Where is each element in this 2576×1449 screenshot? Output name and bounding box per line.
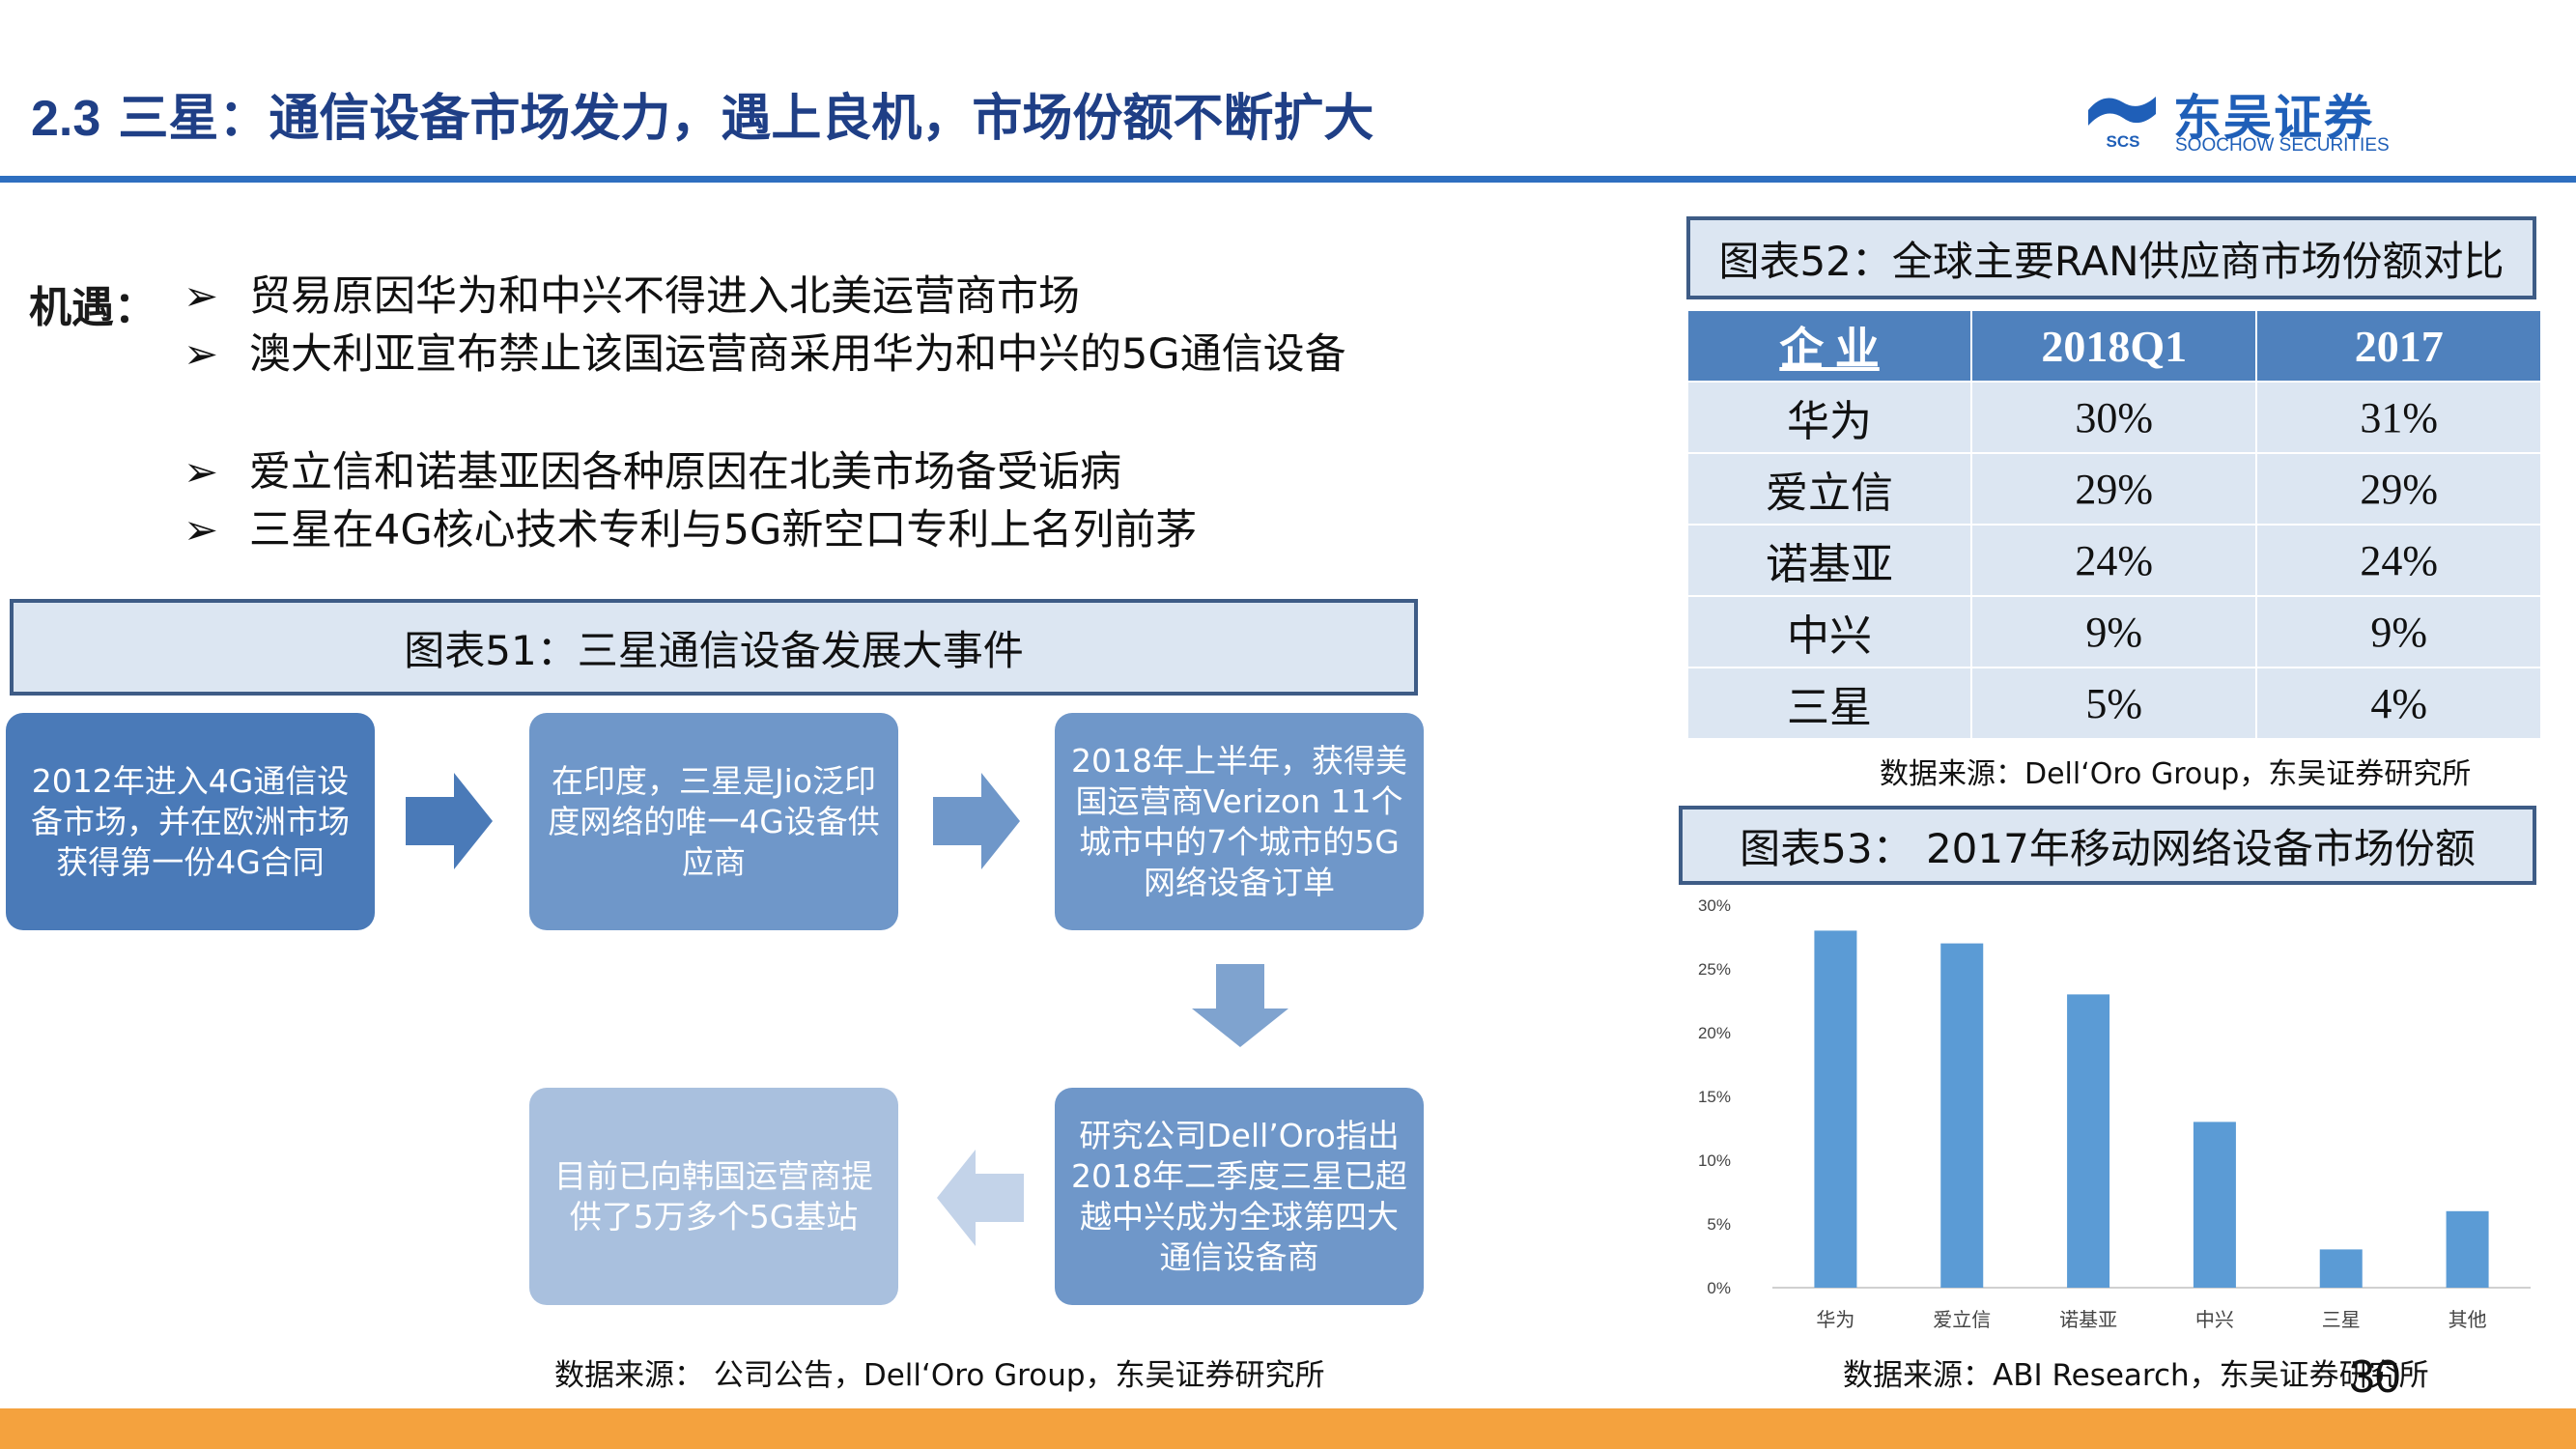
bar <box>1814 930 1857 1288</box>
y-tick-label: 0% <box>1707 1279 1731 1297</box>
page-title: 2.3 三星：通信设备市场发力，遇上良机，市场份额不断扩大 <box>31 77 1373 150</box>
ran-share-table: 企 业 2018Q1 2017 华为 30% 31% 爱立信 29% 29% 诺… <box>1685 309 2542 740</box>
opportunity-text: 贸易原因华为和中兴不得进入北美运营商市场 <box>249 272 1080 321</box>
event-box: 2012年进入4G通信设备市场，并在欧洲市场获得第一份4G合同 <box>6 713 375 930</box>
arrow-bullet-icon: ➢ <box>184 506 219 554</box>
arrow-bullet-icon: ➢ <box>184 448 219 497</box>
x-tick-label: 诺基亚 <box>2059 1308 2117 1331</box>
share-cell: 29% <box>2255 452 2542 526</box>
x-tick-label: 爱立信 <box>1933 1308 1991 1331</box>
arrow-bullet-icon: ➢ <box>184 330 219 379</box>
figure52-title: 图表52：全球主要RAN供应商市场份额对比 <box>1686 216 2536 299</box>
company-cell: 华为 <box>1685 381 1973 454</box>
x-tick-label: 其他 <box>2449 1308 2487 1331</box>
x-tick-label: 华为 <box>1816 1308 1854 1331</box>
y-tick-label: 30% <box>1698 896 1731 915</box>
opportunity-text: 三星在4G核心技术专利与5G新空口专利上名列前茅 <box>249 506 1198 554</box>
y-tick-label: 15% <box>1698 1088 1731 1106</box>
y-tick-label: 20% <box>1698 1024 1731 1042</box>
share-cell: 5% <box>1970 667 2258 740</box>
figure53-title: 图表53： 2017年移动网络设备市场份额 <box>1679 806 2536 885</box>
table-row: 诺基亚 24% 24% <box>1685 524 2542 597</box>
table-row: 华为 30% 31% <box>1685 381 2542 454</box>
footer-bar <box>0 1408 2576 1449</box>
logo-mark-text: SCS <box>2107 132 2140 151</box>
column-header: 2018Q1 <box>1970 309 2258 383</box>
table-row: 中兴 9% 9% <box>1685 595 2542 668</box>
event-box: 2018年上半年，获得美国运营商Verizon 11个城市中的7个城市的5G网络… <box>1055 713 1424 930</box>
logo-mark-icon: SCS <box>2088 97 2156 151</box>
y-tick-label: 25% <box>1698 960 1731 979</box>
opportunities-label: 机遇： <box>29 283 156 332</box>
bar <box>2193 1122 2236 1288</box>
page-number: 30 <box>2349 1351 2401 1403</box>
bar <box>2319 1249 2363 1288</box>
market-share-bar-chart: 0% 5% 10% 15% 20% 25% 30% 华为 爱立信 诺基亚 中兴 三星 其他 <box>1698 896 2531 1331</box>
header-divider <box>0 176 2576 183</box>
y-tick-label: 5% <box>1707 1215 1731 1234</box>
bar <box>2446 1210 2489 1288</box>
column-header: 企 业 <box>1685 309 1973 383</box>
share-cell: 4% <box>2255 667 2542 740</box>
company-cell: 中兴 <box>1685 595 1973 668</box>
logo-chinese-name: 东吴证券 <box>2173 90 2374 146</box>
event-box: 目前已向韩国运营商提供了5万多个5G基站 <box>529 1088 898 1305</box>
company-cell: 爱立信 <box>1685 452 1973 526</box>
arrow-bullet-icon: ➢ <box>184 272 219 321</box>
x-tick-label: 中兴 <box>2195 1308 2234 1331</box>
arrow-left-icon <box>937 1150 1024 1246</box>
logo-english-name: SOOCHOW SECURITIES <box>2175 135 2390 156</box>
share-cell: 31% <box>2255 381 2542 454</box>
arrow-right-icon <box>933 773 1020 869</box>
share-cell: 30% <box>1970 381 2258 454</box>
share-cell: 9% <box>2255 595 2542 668</box>
figure51-title: 图表51：三星通信设备发展大事件 <box>10 599 1418 696</box>
x-tick-label: 三星 <box>2322 1308 2361 1331</box>
section-number: 2.3 <box>31 91 101 147</box>
figure52-source: 数据来源：Dell‘Oro Group，东吴证券研究所 <box>1880 757 2472 791</box>
table-row: 三星 5% 4% <box>1685 667 2542 740</box>
event-box: 研究公司Dell’Oro指出2018年二季度三星已超越中兴成为全球第四大通信设备… <box>1055 1088 1424 1305</box>
share-cell: 29% <box>1970 452 2258 526</box>
opportunity-text: 爱立信和诺基亚因各种原因在北美市场备受诟病 <box>249 448 1121 497</box>
share-cell: 24% <box>2255 524 2542 597</box>
figure51-source: 数据来源： 公司公告，Dell‘Oro Group，东吴证券研究所 <box>554 1358 1325 1393</box>
section-title: 三星：通信设备市场发力，遇上良机，市场份额不断扩大 <box>118 90 1374 148</box>
arrow-right-icon <box>406 773 493 869</box>
company-cell: 诺基亚 <box>1685 524 1973 597</box>
bar <box>1940 943 1984 1288</box>
y-tick-label: 10% <box>1698 1151 1731 1170</box>
arrow-down-icon <box>1192 964 1288 1047</box>
figure53-source: 数据来源：ABI Research，东吴证券研究所 <box>1843 1358 2429 1393</box>
company-cell: 三星 <box>1685 667 1973 740</box>
opportunity-text: 澳大利亚宣布禁止该国运营商采用华为和中兴的5G通信设备 <box>249 330 1346 379</box>
event-box: 在印度，三星是Jio泛印度网络的唯一4G设备供应商 <box>529 713 898 930</box>
column-header: 2017 <box>2255 309 2542 383</box>
company-logo: SCS 东吴证券 SOOCHOW SECURITIES <box>2084 85 2442 156</box>
share-cell: 9% <box>1970 595 2258 668</box>
table-row: 爱立信 29% 29% <box>1685 452 2542 526</box>
bar <box>2067 994 2110 1288</box>
table-header-row: 企 业 2018Q1 2017 <box>1685 309 2542 383</box>
share-cell: 24% <box>1970 524 2258 597</box>
